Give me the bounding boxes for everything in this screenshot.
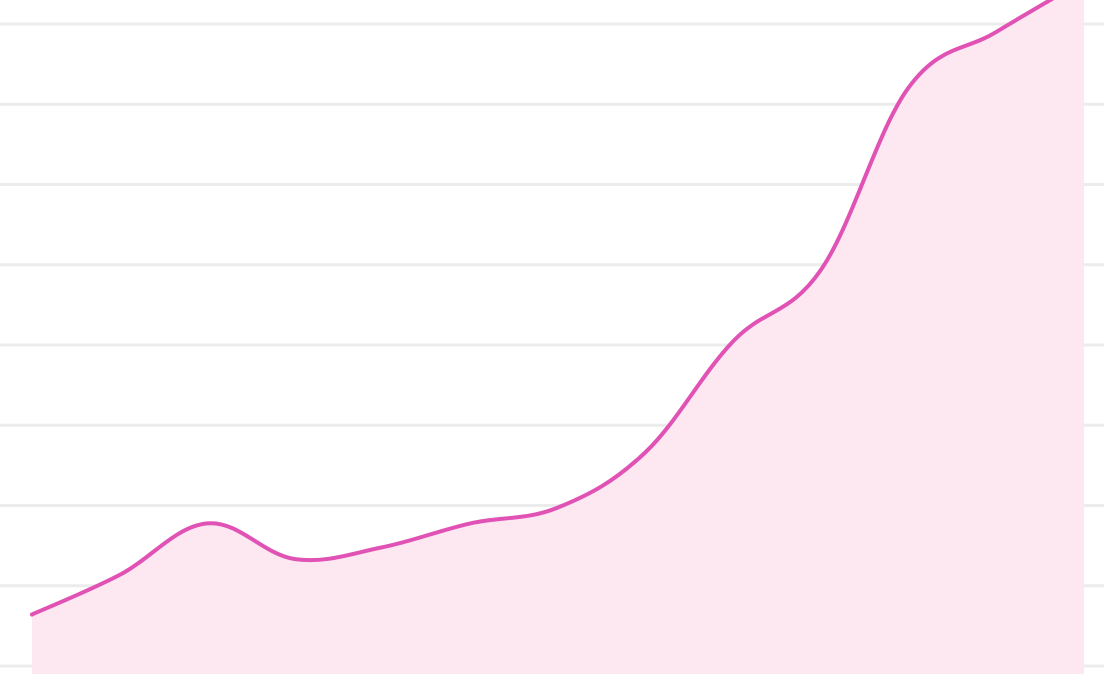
points-layer — [31, 31, 997, 615]
area-fill-layer — [32, 0, 1084, 674]
area-fill — [32, 0, 1084, 674]
